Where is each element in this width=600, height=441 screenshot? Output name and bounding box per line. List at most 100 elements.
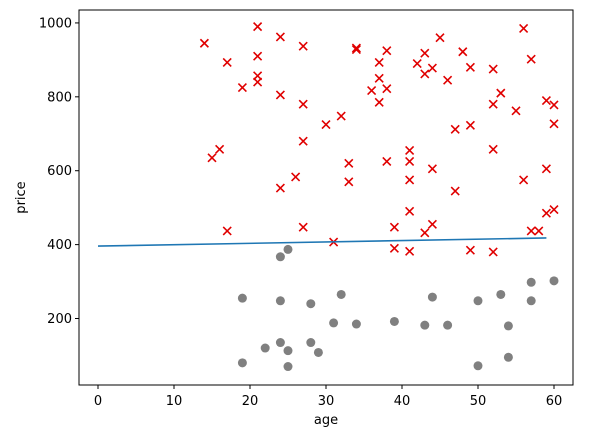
x-tick-label: 60 [546,394,563,409]
data-point-x [549,119,559,129]
data-point-x [450,124,460,134]
data-point-x [382,156,392,167]
data-point-x [207,153,217,163]
data-point-circle [549,276,559,286]
data-point-x [367,85,377,96]
data-point-x [420,228,430,238]
data-point-circle [283,244,293,254]
data-point-x [541,95,551,106]
data-point-x [389,222,399,232]
data-point-x [291,172,301,182]
data-point-circle [313,347,323,357]
y-tick-label: 200 [47,312,72,327]
y-tick-label: 400 [47,238,72,253]
data-point-circle [306,299,316,309]
data-point-circle [283,346,293,356]
x-tick-label: 10 [166,394,183,409]
fit-line [97,237,547,247]
y-tick-label: 800 [47,90,72,105]
y-axis-label: price [14,181,29,213]
data-point-circle [443,320,453,330]
data-point-x [420,48,430,58]
data-point-x [253,22,263,32]
data-point-x [541,164,551,174]
data-point-circle [473,296,483,306]
data-point-circle [503,352,513,362]
y-tick-label: 600 [47,164,72,179]
data-point-circle [306,338,316,348]
data-point-circle [275,252,285,262]
data-point-x [511,106,521,116]
x-tick-label: 0 [94,394,102,409]
data-point-x [526,54,536,64]
data-point-circle [503,321,513,331]
data-point-x [253,51,263,61]
data-point-x [253,77,263,87]
x-tick-label: 50 [470,394,487,409]
data-point-x [435,33,445,43]
data-point-x [526,226,536,236]
data-point-x [382,46,392,56]
data-point-x [458,47,468,57]
data-point-x [450,186,460,196]
data-point-x [222,57,232,68]
data-point-x [351,43,361,53]
data-point-circle [526,277,536,287]
data-point-x [405,246,415,256]
data-point-circle [389,316,399,326]
data-point-circle [283,362,293,372]
data-point-x [336,111,346,121]
data-point-x [351,44,361,55]
x-tick-label: 40 [394,394,411,409]
data-point-x [275,32,285,42]
marks [97,22,559,372]
data-point-circle [427,292,437,302]
data-point-x [344,158,354,168]
data-point-x [488,247,498,257]
data-point-x [344,177,354,187]
data-point-circle [336,289,346,299]
data-point-x [199,38,209,48]
data-point-circle [473,361,483,371]
x-axis-label: age [314,413,338,428]
data-point-circle [260,343,270,353]
data-point-circle [275,338,285,348]
data-point-x [465,62,475,72]
data-point-x [405,206,415,216]
data-point-x [443,75,453,85]
data-point-x [496,88,506,98]
data-point-x [237,83,247,93]
data-point-x [405,145,415,155]
data-point-x [465,120,475,130]
data-point-x [374,97,384,107]
data-point-x [298,222,308,232]
ticks: 0 10 20 30 40 50 60 200 400 600 800 1000 [39,16,562,409]
data-point-x [420,69,430,79]
data-point-x [382,84,392,94]
data-point-circle [329,318,339,328]
data-point-x [427,219,437,229]
data-point-x [405,175,415,185]
x-tick-label: 30 [318,394,335,409]
data-point-x [275,183,285,193]
data-point-x [465,245,475,255]
data-point-x [519,23,529,34]
plot-frame [78,9,574,386]
data-point-x [488,64,498,74]
data-point-circle [420,320,430,330]
y-tick-label: 1000 [39,16,72,31]
data-point-circle [275,296,285,306]
data-point-x [374,57,384,68]
data-point-x [541,208,551,218]
data-point-circle [237,358,247,368]
data-point-circle [496,289,506,299]
x-tick-label: 20 [242,394,259,409]
data-point-x [298,136,308,146]
data-point-x [298,41,308,51]
data-point-x [389,243,399,253]
data-point-x [222,226,232,236]
data-point-x [549,204,559,215]
data-point-x [298,99,308,109]
data-point-x [427,164,437,174]
